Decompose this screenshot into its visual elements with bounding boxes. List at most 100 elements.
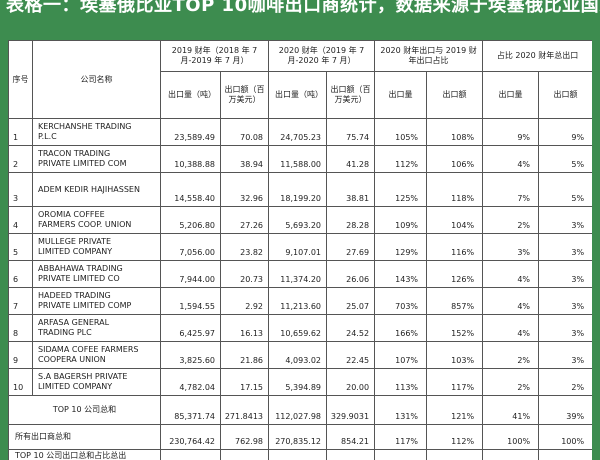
all-label: 所有出口商总和 (9, 425, 161, 450)
header-company: 公司名称 (33, 41, 161, 119)
share-volume: 4% (483, 315, 539, 342)
row-number: 1 (9, 119, 33, 146)
header-ratio: 2020 财年出口与 2019 财年出口占比 (375, 41, 483, 72)
share-value: 5% (539, 146, 592, 173)
share-value: 3% (539, 207, 592, 234)
volume-2019: 10,388.88 (161, 146, 221, 173)
ratio-value: 857% (427, 288, 483, 315)
top10-value-2019: 271.8413 (221, 396, 269, 425)
row-number: 4 (9, 207, 33, 234)
share-volume: 2% (483, 207, 539, 234)
share-volume: 4% (483, 261, 539, 288)
top10-ratio-volume: 131% (375, 396, 427, 425)
company-name: ARFASA GENERAL TRADING PLC (33, 315, 161, 342)
share-value: 3% (539, 315, 592, 342)
share-value: 2% (539, 369, 592, 396)
value-2020: 38.81 (327, 173, 375, 207)
ratio-volume: 129% (375, 234, 427, 261)
header-share-volume: 出口量 (483, 72, 539, 119)
value-2020: 22.45 (327, 342, 375, 369)
volume-2019: 23,589.49 (161, 119, 221, 146)
value-2019: 70.08 (221, 119, 269, 146)
company-name: OROMIA COFFEE FARMERS COOP. UNION (33, 207, 161, 234)
volume-2020: 11,588.00 (269, 146, 327, 173)
ratio-value: 104% (427, 207, 483, 234)
company-name: ADEM KEDIR HAJIHASSEN (33, 173, 161, 207)
share-value: 3% (539, 261, 592, 288)
value-2020: 75.74 (327, 119, 375, 146)
ratio-volume: 107% (375, 342, 427, 369)
ratio-value: 117% (427, 369, 483, 396)
ratio-volume: 125% (375, 173, 427, 207)
value-2019: 21.86 (221, 342, 269, 369)
header-fy2020: 2020 财年（2019 年 7 月-2020 年 7 月） (269, 41, 375, 72)
volume-2020: 18,199.20 (269, 173, 327, 207)
value-2020: 27.69 (327, 234, 375, 261)
volume-2020: 24,705.23 (269, 119, 327, 146)
all-value-2019: 762.98 (221, 425, 269, 450)
share-volume: 7% (483, 173, 539, 207)
share-value: 9% (539, 119, 592, 146)
share-volume: 2% (483, 369, 539, 396)
top10-volume-2020: 112,027.98 (269, 396, 327, 425)
value-2020: 28.28 (327, 207, 375, 234)
header-fy2019: 2019 财年（2018 年 7 月-2019 年 7 月） (161, 41, 269, 72)
share-value: 3% (539, 234, 592, 261)
value-2020: 25.07 (327, 288, 375, 315)
top10-ratio-value: 121% (427, 396, 483, 425)
value-2019: 27.26 (221, 207, 269, 234)
volume-2019: 6,425.97 (161, 315, 221, 342)
value-2020: 20.00 (327, 369, 375, 396)
all-exporters-total-row: 所有出口商总和 230,764.42 762.98 270,835.12 854… (9, 425, 593, 450)
value-2019: 20.73 (221, 261, 269, 288)
ratio-value: 118% (427, 173, 483, 207)
value-2020: 24.52 (327, 315, 375, 342)
company-name: HADEED TRADING PRIVATE LIMITED COMP (33, 288, 161, 315)
ratio-volume: 109% (375, 207, 427, 234)
header-share-value: 出口额 (539, 72, 592, 119)
ratio-value: 106% (427, 146, 483, 173)
share-value: 3% (539, 288, 592, 315)
value-2019: 2.92 (221, 288, 269, 315)
volume-2020: 11,213.60 (269, 288, 327, 315)
company-name: MULLEGE PRIVATE LIMITED COMPANY (33, 234, 161, 261)
header-volume-2020: 出口量（吨） (269, 72, 327, 119)
top10-total-row: TOP 10 公司总和 85,371.74 271.8413 112,027.9… (9, 396, 593, 425)
volume-2020: 5,693.20 (269, 207, 327, 234)
cut-label: TOP 10 公司出口总和占比总出 (9, 450, 161, 460)
ratio-value: 116% (427, 234, 483, 261)
row-number: 5 (9, 234, 33, 261)
header-value-2019: 出口额（百万美元） (221, 72, 269, 119)
volume-2020: 11,374.20 (269, 261, 327, 288)
header-value-2020: 出口额（百万美元） (327, 72, 375, 119)
value-2019: 32.96 (221, 173, 269, 207)
share-volume: 4% (483, 146, 539, 173)
row-number: 7 (9, 288, 33, 315)
header-volume-2019: 出口量（吨） (161, 72, 221, 119)
all-ratio-volume: 117% (375, 425, 427, 450)
value-2019: 38.94 (221, 146, 269, 173)
header-no: 序号 (9, 41, 33, 119)
share-volume: 3% (483, 234, 539, 261)
all-share-value: 100% (539, 425, 592, 450)
all-ratio-value: 112% (427, 425, 483, 450)
cut-off-row: TOP 10 公司出口总和占比总出 (9, 450, 593, 460)
ratio-volume: 703% (375, 288, 427, 315)
coffee-exporters-table: 序号 公司名称 2019 财年（2018 年 7 月-2019 年 7 月） 2… (8, 40, 592, 460)
all-value-2020: 854.21 (327, 425, 375, 450)
share-value: 3% (539, 342, 592, 369)
company-name: SIDAMA COFEE FARMERS COOPERA UNION (33, 342, 161, 369)
ratio-volume: 166% (375, 315, 427, 342)
share-volume: 9% (483, 119, 539, 146)
share-value: 5% (539, 173, 592, 207)
row-number: 8 (9, 315, 33, 342)
value-2019: 17.15 (221, 369, 269, 396)
header-ratio-volume: 出口量 (375, 72, 427, 119)
value-2020: 26.06 (327, 261, 375, 288)
ratio-volume: 113% (375, 369, 427, 396)
